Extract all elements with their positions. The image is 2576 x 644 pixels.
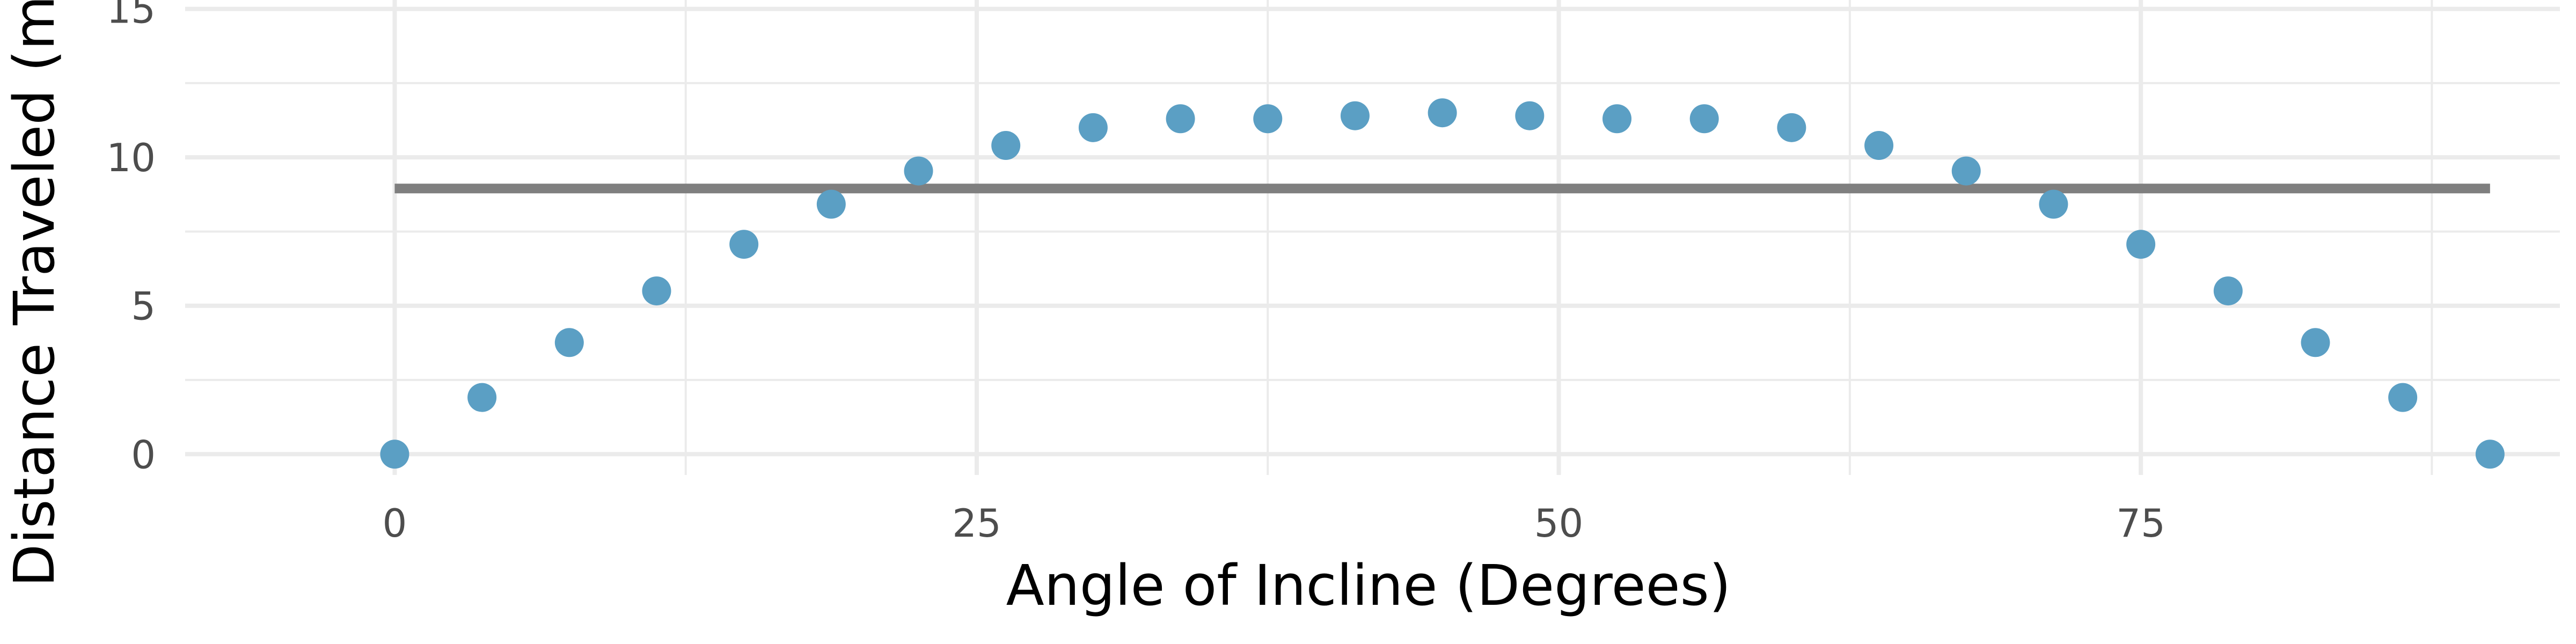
y-tick-label-1: 5 [131,284,156,329]
data-point-15 [1689,104,1719,134]
data-point-6 [904,156,933,186]
data-point-7 [991,131,1021,160]
data-point-20 [2126,230,2156,259]
data-point-3 [642,276,671,306]
data-point-24 [2475,440,2505,469]
y-axis-title: Distance Traveled (m) [2,0,67,587]
data-point-17 [1864,131,1894,160]
x-tick-label-0: 0 [383,501,407,546]
data-point-8 [1078,113,1108,142]
x-tick-label-2: 50 [1534,501,1584,546]
data-point-10 [1253,104,1283,134]
data-point-16 [1777,113,1806,142]
minor-gridlines [185,0,2560,475]
y-tick-label-3: 15 [106,0,156,32]
data-point-21 [2213,276,2243,306]
y-tick-labels: 0 5 10 15 [106,0,156,477]
data-point-0 [380,440,409,469]
data-point-18 [1951,156,1981,186]
data-point-13 [1515,101,1545,130]
data-points [380,98,2505,469]
x-tick-label-3: 75 [2116,501,2165,546]
data-point-5 [816,189,846,219]
data-point-14 [1602,104,1632,134]
data-point-2 [554,328,584,357]
data-point-11 [1340,101,1370,130]
major-gridlines [185,0,2560,475]
data-point-22 [2301,328,2330,357]
x-axis-title: Angle of Incline (Degrees) [1006,553,1731,618]
data-point-9 [1166,104,1195,134]
data-point-4 [729,230,759,259]
y-tick-label-2: 10 [106,135,156,180]
x-tick-label-1: 25 [952,501,1001,546]
data-point-1 [467,383,497,412]
data-point-19 [2039,189,2068,219]
data-point-12 [1428,98,1457,128]
y-tick-label-0: 0 [131,432,156,477]
data-point-23 [2388,383,2418,412]
x-tick-labels: 0 25 50 75 [383,501,2165,546]
